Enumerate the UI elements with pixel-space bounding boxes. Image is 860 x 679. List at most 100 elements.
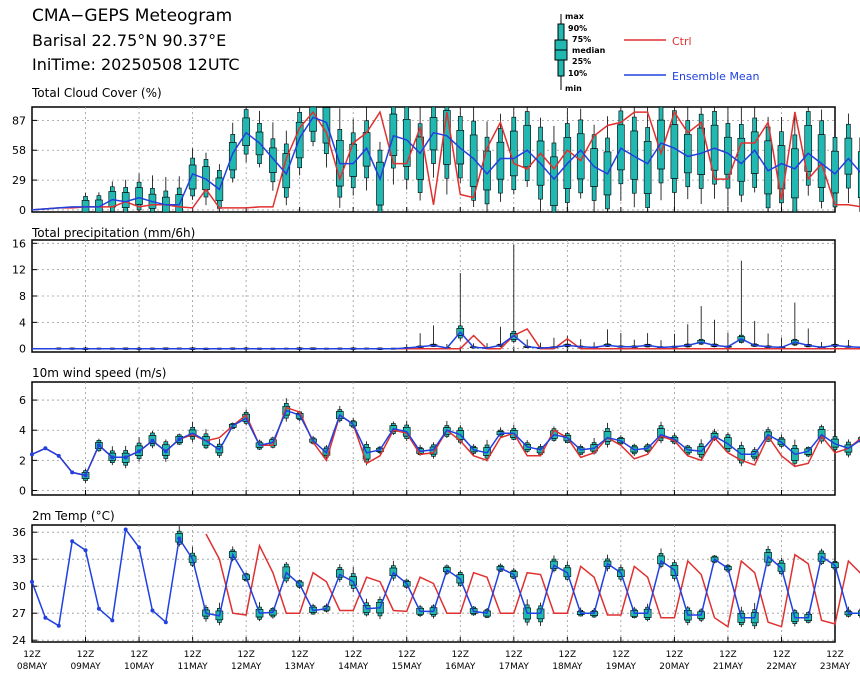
box-outer-upper [832,436,838,440]
mean-marker [177,437,182,442]
x-tick-label-time: 12Z [826,650,844,660]
y-tick-label: 58 [12,144,26,157]
box-outer-lower [524,618,530,623]
legend-min: min [565,84,582,93]
x-tick-label-date: 19MAY [606,662,637,672]
box-outer-lower [163,455,169,459]
box-outer-lower [739,622,744,626]
box-outer-lower [551,205,557,213]
box-outer-lower [578,178,584,194]
box-iqr [523,125,531,168]
box-outer-upper [565,123,570,138]
box-outer-upper [404,106,410,120]
mean-marker [83,473,88,478]
box-outer-upper [457,427,463,431]
box-outer-lower [498,178,503,194]
box-outer-upper [203,159,209,167]
box-outer-lower [578,614,584,617]
box-outer-upper [712,111,717,126]
box-outer-upper [498,128,503,143]
box-outer-upper [377,599,383,603]
box-outer-upper [551,142,557,158]
x-tick-label-time: 12Z [344,650,362,660]
box-iqr [135,187,143,205]
y-tick-label: 33 [12,553,26,566]
box-outer-lower [792,460,798,464]
panel-title: Total precipitation (mm/6h) [31,226,195,240]
mean-marker [177,536,182,541]
box-outer-upper [203,433,209,437]
box-outer-lower [779,570,784,575]
box-outer-upper [779,560,784,564]
box-outer-upper [605,428,610,432]
box-outer-lower [779,444,784,447]
box-outer-lower [819,187,824,202]
x-tick-label-time: 12Z [184,650,202,660]
y-tick-label: 0 [19,204,26,217]
y-tick-label: 8 [19,290,26,303]
mean-marker [70,539,75,544]
x-tick-label-date: 10MAY [124,662,155,672]
box-outer-upper [190,157,195,166]
box-outer-lower [591,186,597,201]
box-outer-lower [217,619,222,623]
box-outer-upper [819,550,824,554]
box-outer-upper [471,120,476,136]
box-outer-lower [538,184,543,200]
box-iqr [95,199,103,213]
box-outer-lower [551,568,557,571]
ctrl-line [205,533,860,628]
mean-marker [137,449,142,454]
mean-marker [43,446,48,451]
box-outer-upper [444,106,450,111]
box-outer-lower [457,335,463,339]
box-outer-upper [283,563,289,568]
box-outer-lower [364,165,369,179]
mean-marker [150,608,155,613]
box-outer-upper [404,424,410,428]
box-outer-lower [511,175,517,191]
box-outer-lower [605,441,610,445]
box-outer-lower [471,186,476,201]
box-outer-upper [431,106,436,118]
box-outer-lower [698,342,704,345]
box-outer-upper [176,530,182,534]
x-tick-label-time: 12Z [291,650,309,660]
box-outer-lower [524,449,530,452]
x-tick-label-time: 12Z [612,650,630,660]
x-tick-label-time: 12Z [505,650,523,660]
box-outer-upper [457,572,463,575]
box-outer-lower [511,576,517,579]
box-outer-upper [243,109,249,119]
x-tick-label-date: 21MAY [713,662,744,672]
x-tick-label-time: 12Z [23,650,41,660]
box-outer-upper [350,573,356,577]
box-outer-lower [846,614,851,617]
box-outer-upper [484,444,490,448]
x-tick-label-time: 12Z [666,650,684,660]
x-tick-label-date: 16MAY [445,662,476,672]
y-tick-label: 4 [19,424,26,437]
mean-marker [70,470,75,475]
mean-marker [110,455,115,460]
box-outer-upper [511,116,517,132]
box-outer-lower [283,187,289,198]
legend-ctrl-label: Ctrl [672,35,692,48]
box-outer-lower [484,615,490,618]
box-outer-upper [457,325,463,329]
box-outer-upper [96,440,102,443]
box-outer-lower [471,613,476,616]
box-outer-upper [217,170,222,179]
box-outer-lower [110,460,115,463]
box-outer-upper [538,126,543,142]
mean-marker [123,527,128,532]
box-outer-lower [645,193,650,208]
box-outer-lower [511,339,517,342]
box-outer-lower [404,166,410,180]
x-tick-label-date: 11MAY [178,662,209,672]
box-outer-lower [257,616,262,620]
box-outer-lower [136,455,142,459]
box-outer-lower [658,168,664,184]
ensemble-mean-line [31,116,860,211]
box-outer-lower [538,618,543,623]
